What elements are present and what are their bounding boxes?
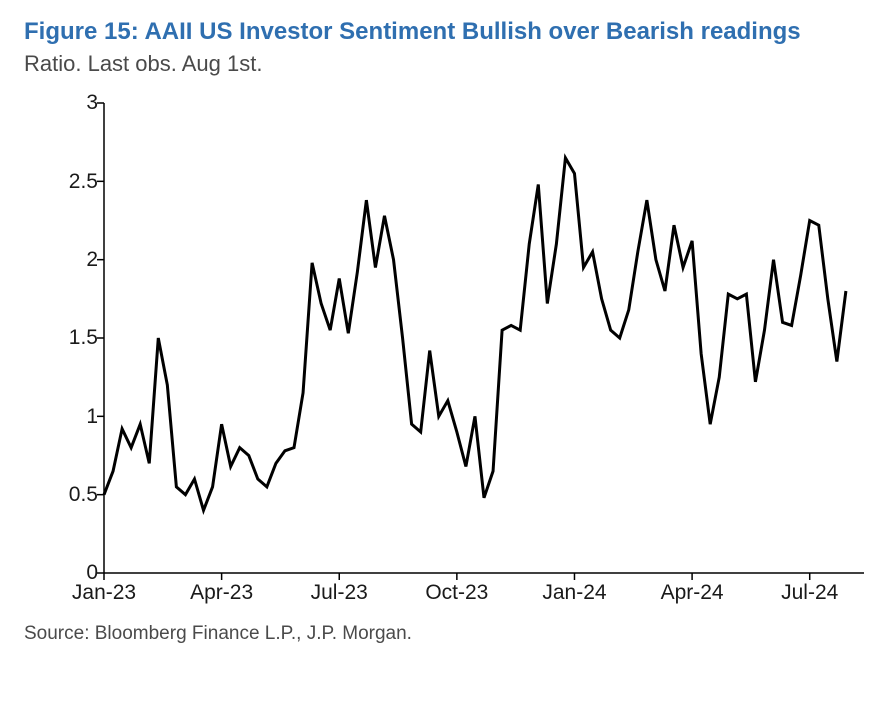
x-tick-label: Apr-23 (190, 573, 253, 605)
y-tick-label: 1 (86, 405, 104, 429)
y-tick-label: 2.5 (69, 170, 104, 194)
x-tick-label: Apr-24 (661, 573, 724, 605)
x-tick-label: Jul-24 (781, 573, 838, 605)
x-tick-label: Oct-23 (425, 573, 488, 605)
x-tick-label: Jan-24 (542, 573, 606, 605)
y-tick-label: 1.5 (69, 326, 104, 350)
line-chart-svg (104, 103, 864, 573)
x-tick-label: Jan-23 (72, 573, 136, 605)
y-tick-label: 0.5 (69, 483, 104, 507)
figure-subtitle: Ratio. Last obs. Aug 1st. (24, 51, 862, 77)
x-tick-label: Jul-23 (311, 573, 368, 605)
figure-container: Figure 15: AAII US Investor Sentiment Bu… (0, 0, 886, 702)
y-tick-label: 2 (86, 248, 104, 272)
source-attribution: Source: Bloomberg Finance L.P., J.P. Mor… (24, 623, 412, 645)
y-tick-label: 3 (86, 91, 104, 115)
sentiment-ratio-line (104, 158, 846, 511)
chart-area: 00.511.522.53Jan-23Apr-23Jul-23Oct-23Jan… (104, 103, 864, 573)
figure-title: Figure 15: AAII US Investor Sentiment Bu… (24, 18, 862, 47)
plot-region: 00.511.522.53Jan-23Apr-23Jul-23Oct-23Jan… (104, 103, 864, 573)
